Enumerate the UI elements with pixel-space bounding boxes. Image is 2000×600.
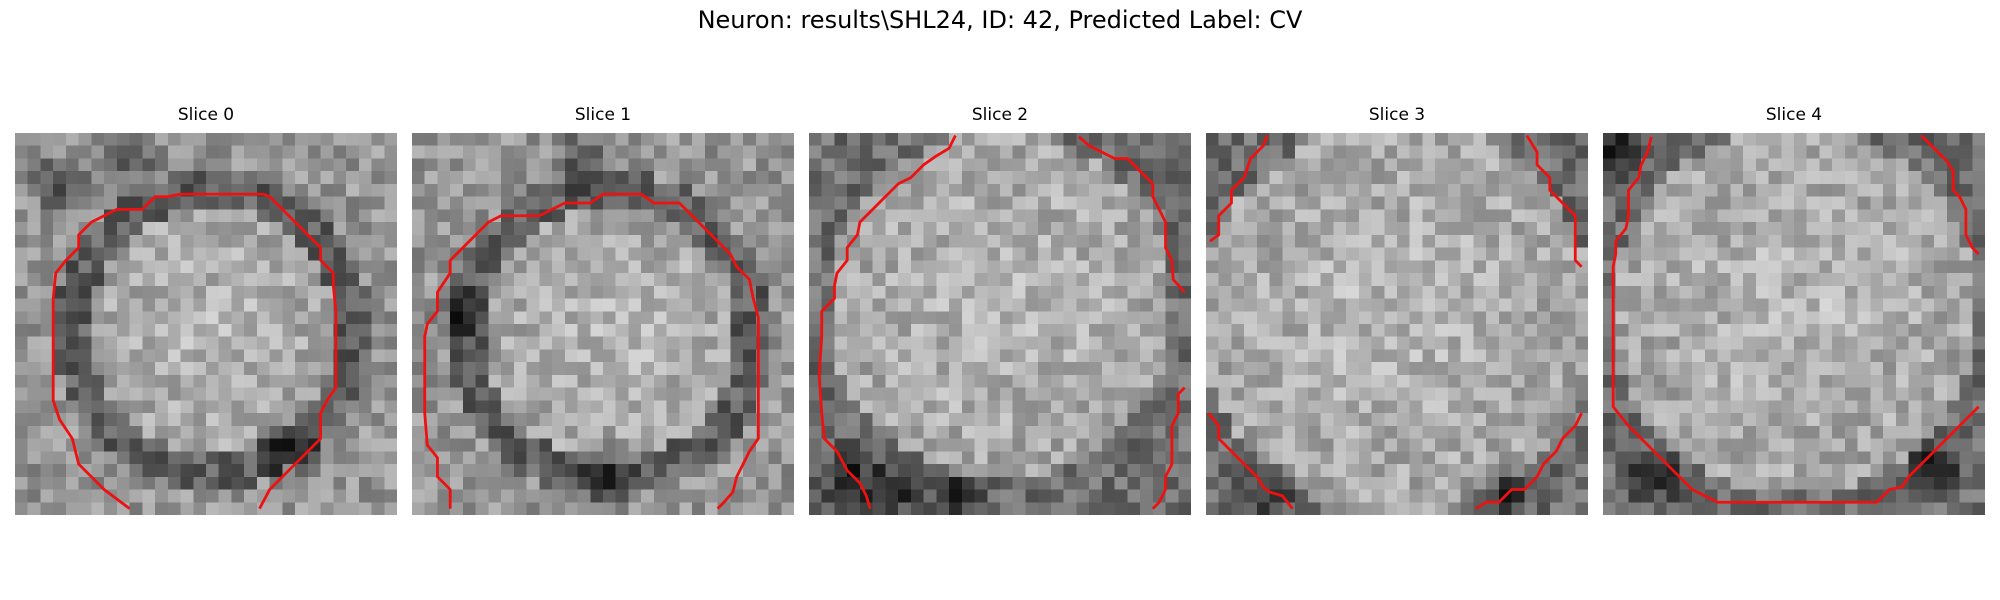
contour-line xyxy=(1078,135,1186,294)
slice-image-3 xyxy=(1206,133,1588,515)
contour-line xyxy=(817,134,957,510)
contour-line xyxy=(1920,134,1980,255)
contour-line xyxy=(1525,134,1583,268)
micrograph-pixels xyxy=(15,133,397,515)
slice-title-3: Slice 3 xyxy=(1368,105,1426,125)
micrograph-pixels xyxy=(412,133,794,515)
slice-title-4: Slice 4 xyxy=(1765,105,1823,125)
contour-line xyxy=(1151,386,1186,510)
slice-title-0: Slice 0 xyxy=(177,105,235,125)
contour-line xyxy=(1611,136,1980,504)
slice-panel-0: Slice 0 xyxy=(15,105,397,515)
contour-line xyxy=(1475,412,1583,510)
micrograph-pixels xyxy=(809,133,1191,515)
slice-panel-3: Slice 3 xyxy=(1206,105,1588,515)
contour-line xyxy=(1209,135,1269,243)
micrograph-pixels xyxy=(1206,133,1588,515)
contour-line xyxy=(423,192,760,510)
slice-panel-2: Slice 2 xyxy=(809,105,1191,515)
slice-image-0 xyxy=(15,133,397,515)
slice-title-2: Slice 2 xyxy=(971,105,1029,125)
slice-image-4 xyxy=(1603,133,1985,515)
contour-line xyxy=(1207,412,1294,510)
figure-title: Neuron: results\SHL24, ID: 42, Predicted… xyxy=(697,6,1303,34)
micrograph-pixels xyxy=(1603,133,1985,515)
slice-panel-1: Slice 1 xyxy=(412,105,794,515)
slice-image-2 xyxy=(809,133,1191,515)
slice-image-1 xyxy=(412,133,794,515)
contour-line xyxy=(51,192,338,510)
slice-panel-4: Slice 4 xyxy=(1603,105,1985,515)
slice-title-1: Slice 1 xyxy=(574,105,632,125)
